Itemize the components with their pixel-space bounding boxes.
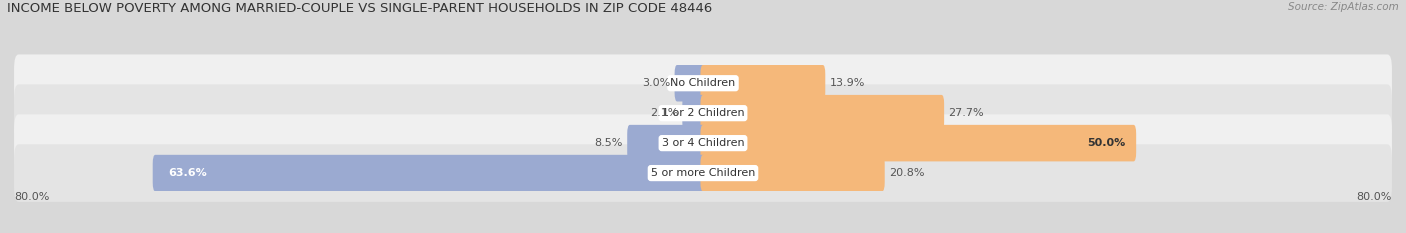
FancyBboxPatch shape: [153, 155, 706, 191]
Text: 80.0%: 80.0%: [14, 192, 49, 202]
Text: 13.9%: 13.9%: [830, 78, 865, 88]
FancyBboxPatch shape: [14, 84, 1392, 142]
Text: No Children: No Children: [671, 78, 735, 88]
Text: 1 or 2 Children: 1 or 2 Children: [662, 108, 744, 118]
Text: 50.0%: 50.0%: [1087, 138, 1125, 148]
Text: 3 or 4 Children: 3 or 4 Children: [662, 138, 744, 148]
Text: 5 or more Children: 5 or more Children: [651, 168, 755, 178]
Text: 8.5%: 8.5%: [595, 138, 623, 148]
FancyBboxPatch shape: [682, 95, 706, 131]
FancyBboxPatch shape: [14, 144, 1392, 202]
FancyBboxPatch shape: [700, 95, 945, 131]
Text: 2.1%: 2.1%: [650, 108, 678, 118]
FancyBboxPatch shape: [627, 125, 706, 161]
FancyBboxPatch shape: [700, 65, 825, 102]
FancyBboxPatch shape: [675, 65, 706, 102]
FancyBboxPatch shape: [14, 114, 1392, 172]
FancyBboxPatch shape: [14, 55, 1392, 112]
Text: 63.6%: 63.6%: [169, 168, 207, 178]
FancyBboxPatch shape: [700, 155, 884, 191]
Text: INCOME BELOW POVERTY AMONG MARRIED-COUPLE VS SINGLE-PARENT HOUSEHOLDS IN ZIP COD: INCOME BELOW POVERTY AMONG MARRIED-COUPL…: [7, 2, 713, 15]
Text: 3.0%: 3.0%: [643, 78, 671, 88]
Text: Source: ZipAtlas.com: Source: ZipAtlas.com: [1288, 2, 1399, 12]
Text: 80.0%: 80.0%: [1357, 192, 1392, 202]
Text: 20.8%: 20.8%: [889, 168, 925, 178]
FancyBboxPatch shape: [700, 125, 1136, 161]
Text: 27.7%: 27.7%: [949, 108, 984, 118]
